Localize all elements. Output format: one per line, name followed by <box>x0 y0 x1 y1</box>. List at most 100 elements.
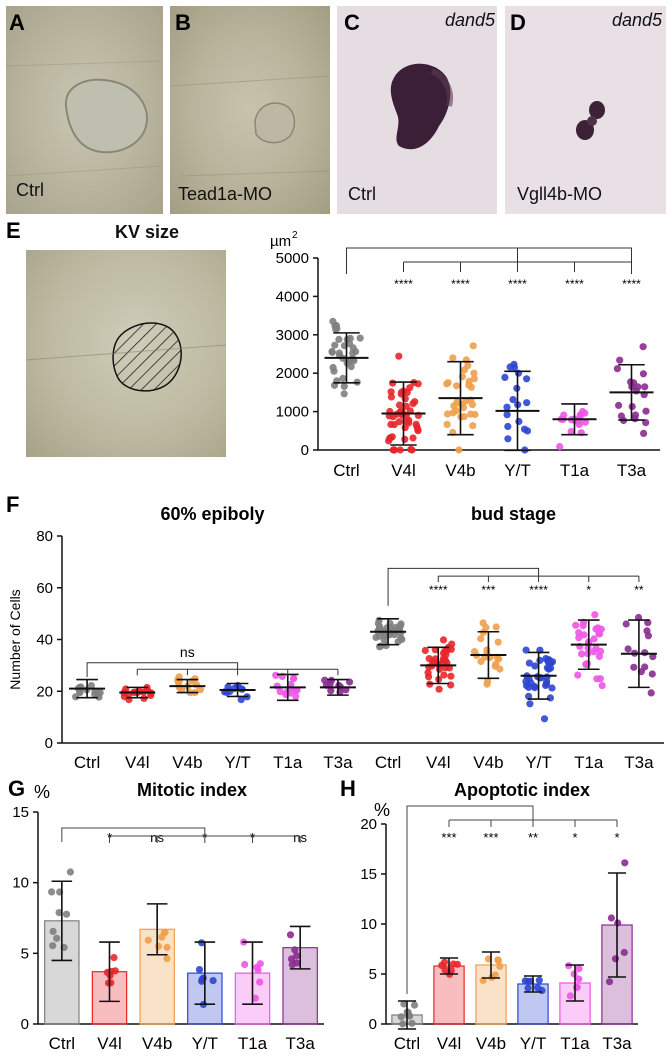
data-point <box>547 664 555 672</box>
data-point <box>292 692 300 700</box>
data-point <box>410 1001 419 1009</box>
y-tick-label: 20 <box>360 816 377 833</box>
data-point <box>237 696 245 704</box>
photo-ctrl-dand5 <box>337 6 497 214</box>
kv-hatched-outline <box>26 322 226 392</box>
panel-label-e: E <box>6 218 21 243</box>
data-point <box>256 978 264 986</box>
data-point <box>630 663 638 671</box>
data-point <box>286 931 295 939</box>
data-point <box>581 418 589 426</box>
data-point <box>492 623 500 631</box>
significance-label: *** <box>483 830 498 845</box>
data-point <box>402 417 411 425</box>
data-point <box>330 367 338 375</box>
data-point <box>575 420 583 428</box>
data-point <box>546 658 554 666</box>
x-tick-label: Y/T <box>520 1034 546 1053</box>
x-tick-label: V4b <box>142 1034 172 1053</box>
chart-title: Mitotic index <box>137 780 247 800</box>
data-point <box>72 693 80 701</box>
data-point <box>53 934 61 942</box>
data-point <box>95 693 103 701</box>
kv-outline-image <box>170 75 330 177</box>
data-point <box>597 625 605 633</box>
data-point <box>613 365 621 373</box>
data-point <box>525 683 533 691</box>
data-point <box>272 671 280 679</box>
data-point <box>546 694 555 702</box>
x-tick-label: V4l <box>426 753 451 772</box>
data-point <box>387 388 395 396</box>
chart-cell-number: Number of Cells 0 20 40 60 80 60% epiboly Ctrl V… <box>7 504 664 772</box>
data-point <box>396 446 404 454</box>
data-point <box>110 954 118 962</box>
y-tick-label: 0 <box>45 735 53 752</box>
chart-title: Apoptotic index <box>454 780 590 800</box>
data-point <box>55 909 63 917</box>
data-point <box>111 967 119 975</box>
x-tick-label: T3a <box>624 753 654 772</box>
data-point <box>76 684 84 692</box>
y-tick-label: 5 <box>369 966 377 983</box>
photo-vgll4b-mo-dand5 <box>505 6 666 214</box>
data-point <box>340 390 348 398</box>
data-point <box>648 670 656 678</box>
data-point <box>455 446 463 454</box>
data-point <box>196 686 204 694</box>
data-point <box>154 942 163 950</box>
significance-label: *** <box>481 583 495 597</box>
data-point <box>607 914 615 922</box>
data-point <box>332 325 340 334</box>
x-tick-label: V4b <box>473 753 503 772</box>
data-point <box>641 383 649 391</box>
x-tick-label: T1a <box>560 1034 590 1053</box>
x-tick-label: T1a <box>574 753 604 772</box>
data-point <box>163 955 171 963</box>
data-point <box>389 413 397 421</box>
data-point <box>598 682 606 690</box>
data-point <box>642 407 650 415</box>
data-point <box>409 434 417 442</box>
data-point <box>578 650 586 658</box>
chart-mitotic-index: Mitotic index%051015CtrlV4l*V4bnsY/T*T1a… <box>12 780 324 1053</box>
y-axis-unit: % <box>374 800 390 820</box>
data-point <box>525 675 533 683</box>
data-point <box>596 675 605 683</box>
data-point <box>408 446 416 454</box>
data-point <box>376 623 384 631</box>
data-point <box>356 334 364 342</box>
data-point <box>276 688 284 696</box>
data-point <box>482 623 490 632</box>
data-point <box>328 348 336 356</box>
photo-ctrl-kv <box>6 6 163 214</box>
panel-label-b: B <box>175 10 191 35</box>
data-point <box>440 671 448 679</box>
data-point <box>644 632 653 640</box>
data-point <box>387 393 395 401</box>
data-point <box>87 682 95 690</box>
x-tick-label: T3a <box>617 461 647 480</box>
data-point <box>66 868 74 876</box>
data-point <box>574 671 582 679</box>
significance-label: **** <box>394 277 413 291</box>
x-tick-label: Y/T <box>224 753 250 772</box>
y-tick-label: 80 <box>36 528 53 545</box>
y-tick-label: 15 <box>12 804 29 821</box>
data-point <box>293 952 301 960</box>
data-point <box>465 377 473 385</box>
data-point <box>291 946 299 954</box>
y-tick-label: 1000 <box>276 404 309 421</box>
data-point <box>617 412 625 420</box>
data-point <box>335 335 343 343</box>
significance-label: * <box>572 830 577 845</box>
data-point <box>535 976 543 984</box>
data-point <box>441 655 449 663</box>
data-point <box>631 411 640 419</box>
data-point <box>584 650 592 658</box>
data-point <box>448 640 456 648</box>
data-point <box>570 970 578 978</box>
data-point <box>525 692 533 700</box>
y-tick-label: 5 <box>21 945 29 962</box>
comparison-bracket <box>406 805 534 994</box>
